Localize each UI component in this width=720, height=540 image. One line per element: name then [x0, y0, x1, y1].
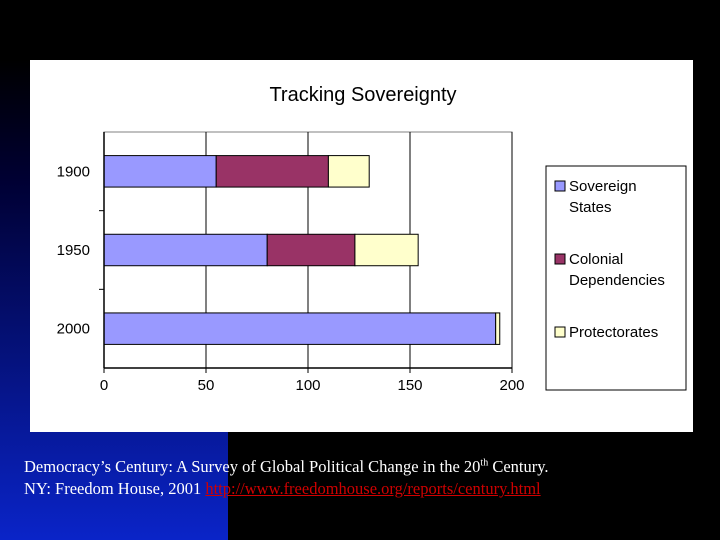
- bar-segment: [266, 233, 356, 267]
- legend-swatch: [554, 253, 566, 265]
- bar-segment: [103, 312, 497, 345]
- x-tick-label: 0: [100, 377, 108, 394]
- bar-segment: [103, 155, 217, 188]
- caption-text-2: NY: Freedom House, 2001: [24, 479, 206, 498]
- bar-segment: [103, 233, 268, 267]
- bar-segment: [495, 312, 501, 345]
- source-link[interactable]: http://www.freedomhouse.org/reports/cent…: [205, 479, 541, 498]
- legend: [545, 165, 687, 391]
- legend-swatch: [554, 326, 566, 338]
- caption-line-1: Democracy’s Century: A Survey of Global …: [24, 456, 714, 478]
- bar-segment: [354, 233, 419, 267]
- y-tick-label: 1950: [57, 242, 90, 259]
- citation-caption: Democracy’s Century: A Survey of Global …: [24, 456, 714, 500]
- y-tick-label: 1900: [57, 163, 90, 180]
- x-tick-label: 200: [499, 377, 524, 394]
- caption-line-2: NY: Freedom House, 2001 http://www.freed…: [24, 478, 714, 500]
- caption-text-1b: Century.: [488, 457, 549, 476]
- legend-label: Sovereign States: [569, 178, 637, 216]
- chart-panel: Tracking Sovereignty 0 50 100 150 200 1900 195…: [30, 60, 693, 432]
- bar-chart: Tracking Sovereignty 0 50 100 150 200 1900 195…: [57, 84, 687, 394]
- chart-title: Tracking Sovereignty: [269, 84, 456, 106]
- x-tick-label: 150: [397, 377, 422, 394]
- legend-label: Protectorates: [569, 324, 658, 341]
- x-tick-label: 50: [198, 377, 215, 394]
- bar-segment: [327, 155, 370, 188]
- x-tick-label: 100: [295, 377, 320, 394]
- caption-superscript: th: [480, 457, 489, 469]
- legend-label: Colonial Dependencies: [569, 251, 665, 289]
- caption-text-1: Democracy’s Century: A Survey of Global …: [24, 457, 481, 476]
- y-tick-label: 2000: [57, 321, 90, 338]
- legend-swatch: [554, 180, 566, 192]
- bar-segment: [215, 155, 329, 188]
